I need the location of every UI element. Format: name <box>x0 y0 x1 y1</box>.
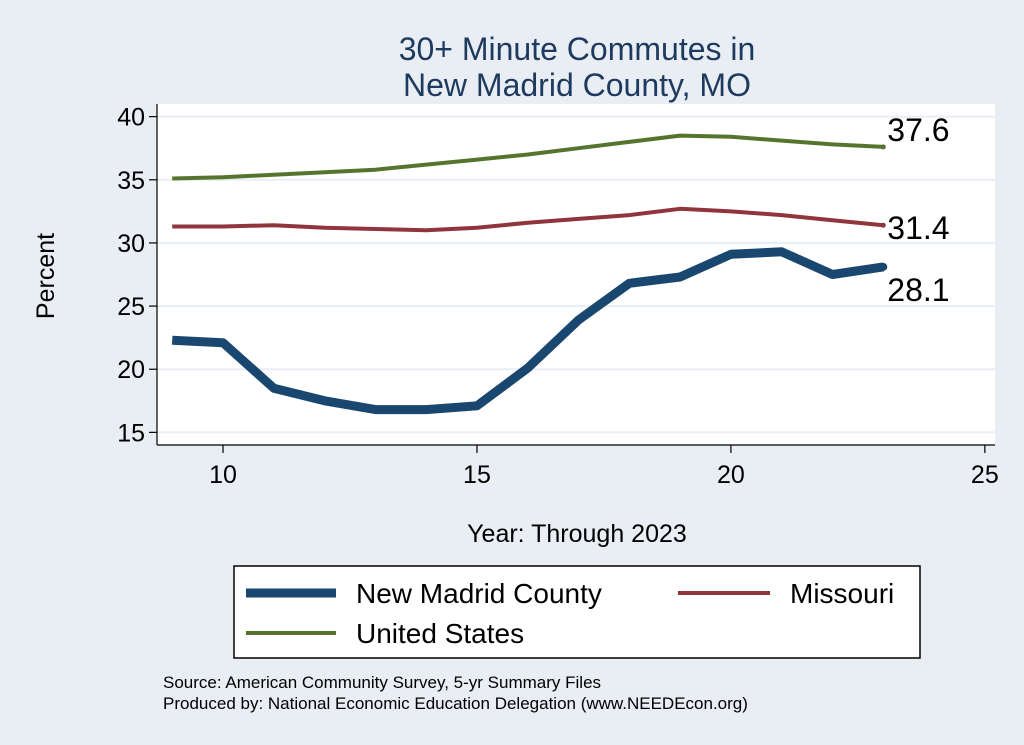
series-line-county <box>171 247 884 415</box>
legend-label-county: New Madrid County <box>356 578 602 609</box>
chart-title-line-2: New Madrid County, MO <box>403 67 751 103</box>
y-tick-label-25: 25 <box>117 293 145 321</box>
x-tick-label-25: 25 <box>971 461 999 489</box>
source-note: Source: American Community Survey, 5-yr … <box>163 673 601 692</box>
y-axis-title: Percent <box>32 233 60 319</box>
data-series <box>171 133 888 415</box>
end-point-missouri <box>880 222 886 228</box>
y-tick-label-15: 15 <box>117 419 145 447</box>
y-tick-label-40: 40 <box>117 104 145 132</box>
gridlines <box>157 115 995 434</box>
legend: New Madrid County Missouri United States <box>233 565 921 659</box>
y-tick-label-20: 20 <box>117 356 145 384</box>
end-labels: 28.1 31.4 37.6 <box>887 112 949 308</box>
chart-title-line-1: 30+ Minute Commutes in <box>399 31 756 67</box>
end-point-county <box>879 262 888 271</box>
series-line-missouri <box>172 206 884 233</box>
producer-note: Produced by: National Economic Education… <box>163 694 748 713</box>
end-label-county: 28.1 <box>887 272 949 308</box>
end-label-us: 37.6 <box>887 112 949 148</box>
legend-label-missouri: Missouri <box>790 578 894 609</box>
legend-label-us: United States <box>356 618 524 649</box>
x-axis-title: Year: Through 2023 <box>467 520 687 548</box>
axes: 15 20 25 30 35 40 10 15 20 25 <box>117 104 999 489</box>
y-tick-label-35: 35 <box>117 167 145 195</box>
x-tick-label-10: 10 <box>209 461 237 489</box>
y-tick-label-30: 30 <box>117 230 145 258</box>
x-tick-label-20: 20 <box>717 461 745 489</box>
legend-box <box>233 565 921 659</box>
end-point-us <box>880 144 886 150</box>
end-label-missouri: 31.4 <box>887 210 949 246</box>
series-line-us <box>172 133 884 181</box>
x-tick-label-15: 15 <box>463 461 491 489</box>
